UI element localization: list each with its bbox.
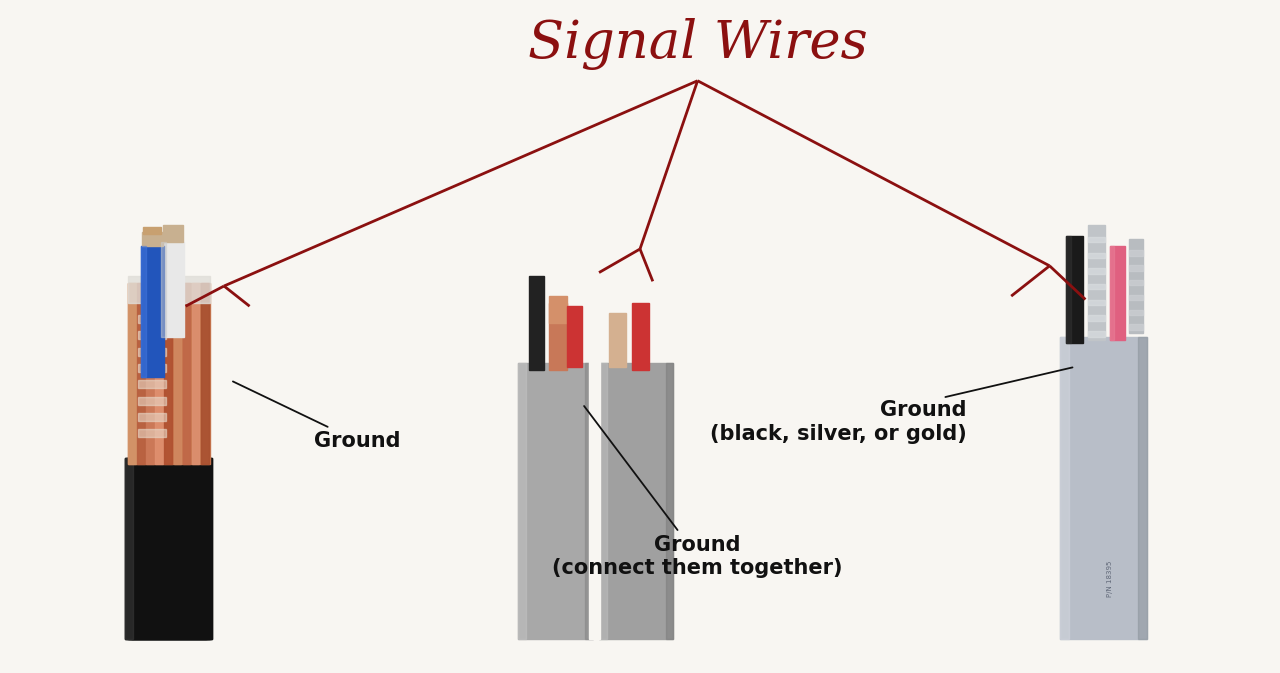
Bar — [1129, 295, 1143, 300]
Bar — [549, 303, 567, 370]
Bar — [632, 303, 649, 370]
Bar — [1060, 336, 1069, 639]
Bar — [666, 363, 673, 639]
Bar — [599, 363, 607, 639]
Bar — [599, 363, 673, 639]
Bar — [146, 283, 154, 464]
Bar — [138, 348, 166, 356]
Bar — [1060, 336, 1147, 639]
Bar — [138, 380, 166, 388]
Bar — [1138, 336, 1147, 639]
Bar — [192, 283, 200, 464]
Bar — [1129, 265, 1143, 271]
Bar — [161, 242, 184, 336]
Bar — [129, 458, 209, 639]
Bar — [1129, 250, 1143, 256]
Text: Ground
(black, silver, or gold): Ground (black, silver, or gold) — [709, 367, 1073, 444]
Bar — [163, 225, 183, 242]
Bar — [128, 458, 210, 639]
Bar — [1088, 316, 1105, 321]
Bar — [164, 283, 172, 464]
Bar — [142, 232, 163, 246]
Bar — [1110, 246, 1114, 340]
Bar — [1088, 331, 1105, 336]
Bar — [1066, 236, 1071, 343]
Bar — [183, 283, 191, 464]
Bar — [201, 283, 209, 464]
Bar — [1088, 299, 1105, 305]
Text: Ground
(connect them together): Ground (connect them together) — [553, 406, 842, 578]
Bar — [585, 363, 593, 639]
Bar — [549, 296, 567, 323]
Bar — [1129, 239, 1143, 333]
Bar — [1088, 225, 1105, 340]
Bar — [1088, 269, 1105, 274]
Bar — [128, 276, 210, 303]
Bar — [138, 413, 166, 421]
Bar — [143, 227, 161, 234]
Bar — [141, 246, 146, 377]
Bar — [1110, 246, 1125, 340]
Bar — [1129, 280, 1143, 285]
Bar — [609, 313, 626, 367]
Bar — [125, 458, 212, 639]
Bar — [174, 283, 182, 464]
Text: Signal Wires: Signal Wires — [527, 17, 868, 70]
Bar — [137, 283, 145, 464]
Text: P/N 18395: P/N 18395 — [1107, 561, 1112, 597]
Bar — [1088, 237, 1105, 242]
Bar — [1088, 252, 1105, 258]
Bar — [161, 242, 166, 336]
Bar — [125, 458, 133, 639]
Bar — [1129, 310, 1143, 315]
Bar — [529, 276, 544, 370]
Bar — [128, 283, 136, 464]
Bar — [518, 363, 593, 639]
Bar — [128, 283, 210, 464]
Text: Ground: Ground — [233, 382, 401, 451]
Bar — [1129, 324, 1143, 330]
Bar — [138, 429, 166, 437]
Bar — [138, 364, 166, 372]
Bar — [141, 246, 164, 377]
Bar — [1088, 284, 1105, 289]
Bar — [589, 330, 600, 639]
Bar — [125, 458, 212, 639]
Bar — [1066, 236, 1083, 343]
Bar — [518, 363, 526, 639]
Bar — [138, 331, 166, 339]
Bar — [155, 283, 163, 464]
Bar — [138, 396, 166, 404]
Bar — [131, 458, 207, 639]
Bar — [127, 458, 211, 639]
Bar — [132, 458, 206, 639]
Bar — [138, 315, 166, 323]
Bar — [567, 306, 582, 367]
